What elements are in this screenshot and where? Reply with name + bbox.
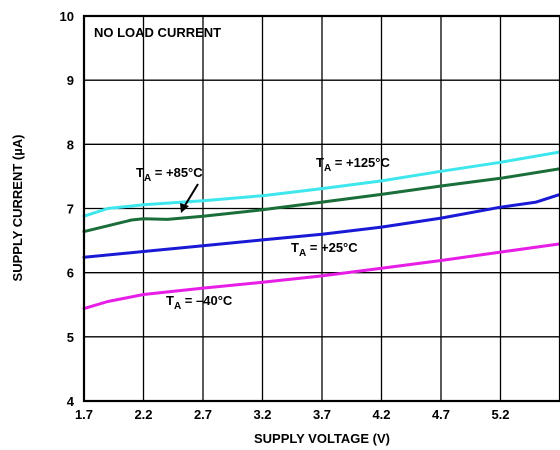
- y-tick-label: 4: [67, 394, 75, 409]
- y-tick-label: 9: [67, 73, 74, 88]
- plot-frame: [82, 14, 560, 403]
- series-label-125c: TA = +125°C: [316, 155, 390, 174]
- arrow-85c-head: [180, 203, 189, 213]
- x-axis-title: SUPPLY VOLTAGE (V): [254, 431, 390, 446]
- series-lines: [82, 150, 560, 311]
- x-tick-label: 5.2: [491, 407, 509, 422]
- x-tick-label: 3.2: [253, 407, 271, 422]
- series-label-minus40c: TA = –40°C: [166, 293, 233, 312]
- x-tick-label: 4.7: [432, 407, 450, 422]
- y-tick-label: 7: [67, 202, 74, 217]
- x-tick-label: 2.2: [134, 407, 152, 422]
- no-load-annotation: NO LOAD CURRENT: [94, 25, 221, 40]
- x-tick-labels: 1.7 2.2 2.7 3.2 3.7 4.2 4.7 5.2: [75, 407, 510, 422]
- series-line-125c: [82, 150, 560, 218]
- series-line-85c: [82, 167, 560, 234]
- y-tick-label: 10: [60, 9, 74, 24]
- series-label-85c: TA = +85°C: [136, 165, 203, 184]
- y-tick-label: 8: [67, 137, 74, 152]
- x-tick-label: 4.2: [372, 407, 390, 422]
- series-line-minus40c: [82, 242, 560, 311]
- y-tick-label: 6: [67, 266, 74, 281]
- grid-lines: [84, 16, 560, 401]
- series-line-25c: [82, 192, 560, 259]
- x-tick-label: 2.7: [194, 407, 212, 422]
- arrow-85c-shaft: [183, 183, 199, 208]
- y-tick-label: 5: [67, 330, 74, 345]
- y-tick-labels: 4 5 6 7 8 9 10: [60, 9, 75, 409]
- series-label-25c: TA = +25°C: [291, 240, 358, 259]
- y-axis-title: SUPPLY CURRENT (µA): [10, 135, 25, 282]
- x-tick-label: 1.7: [75, 407, 93, 422]
- x-tick-label: 3.7: [313, 407, 331, 422]
